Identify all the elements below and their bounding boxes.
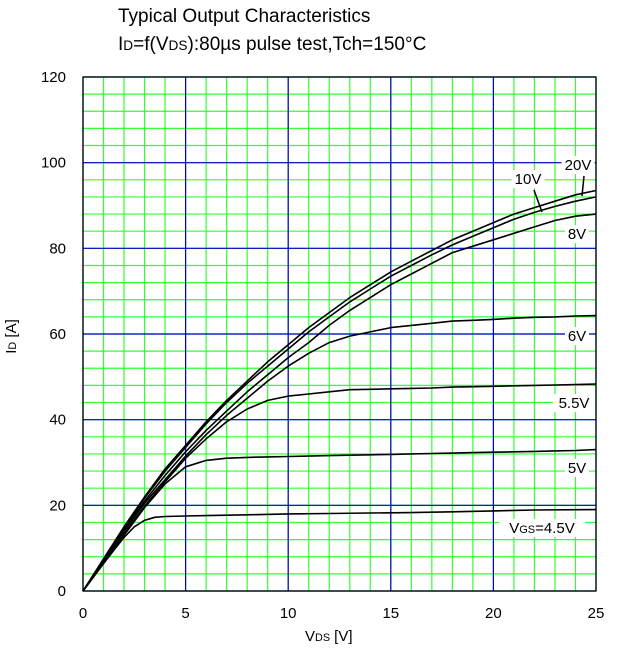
- subtitle-i-sub: D: [123, 38, 134, 53]
- x-axis-label-main: V: [305, 628, 316, 645]
- series-line-5.5v: [82, 383, 597, 592]
- x-tick-label: 20: [485, 605, 502, 622]
- subtitle-v-sub: DS: [168, 38, 188, 53]
- curve-label: 20V: [565, 157, 592, 174]
- subtitle-mid: =f(V: [133, 34, 169, 55]
- curve-label-bg: [499, 519, 585, 537]
- curve-label-leader: [533, 189, 543, 213]
- y-axis-label: ID [A]: [3, 319, 20, 354]
- curve-label-bg: [561, 156, 595, 174]
- x-axis-label: VDS [V]: [305, 628, 353, 645]
- curve-label: 5V: [568, 460, 586, 477]
- chart-title: Typical Output Characteristics: [118, 6, 371, 27]
- plot-frame: [82, 76, 597, 592]
- curve-label-bg: [553, 394, 595, 412]
- y-axis-label-main: I: [2, 349, 20, 354]
- y-axis-label-unit: [A]: [2, 319, 20, 342]
- curve-label-bg: [565, 459, 589, 477]
- x-tick-label: 15: [382, 605, 399, 622]
- series-line-5v: [82, 448, 597, 592]
- curve-label-bg: [565, 225, 589, 243]
- x-axis-label-unit: [V]: [330, 628, 353, 645]
- x-axis-label-sub: DS: [315, 632, 331, 644]
- curve-label-bg: [565, 327, 589, 345]
- curve-label-bg: [511, 170, 545, 188]
- series-line-10v: [82, 196, 597, 592]
- curve-label: 6V: [568, 328, 586, 345]
- y-tick-label: 0: [58, 583, 66, 600]
- chart-subtitle: ID=f(VDS):80µs pulse test,Tch=150°C: [118, 34, 426, 56]
- series-line-vgs-4.5v: [82, 508, 597, 592]
- x-tick-label: 5: [181, 605, 189, 622]
- x-tick-label: 0: [79, 605, 87, 622]
- y-axis-label-sub: D: [6, 341, 19, 350]
- curve-label: VGS=4.5V: [509, 520, 575, 537]
- y-tick-label: 80: [49, 240, 66, 257]
- y-tick-label: 40: [49, 412, 66, 429]
- curve-label: 10V: [515, 171, 542, 188]
- x-tick-label: 25: [588, 605, 605, 622]
- subtitle-i: I: [118, 34, 124, 55]
- y-tick-label: 60: [49, 326, 66, 343]
- series-line-20v: [82, 189, 597, 592]
- x-tick-label: 10: [280, 605, 297, 622]
- y-tick-label: 20: [49, 497, 66, 514]
- y-tick-label: 120: [41, 69, 66, 86]
- series-line-6v: [82, 314, 597, 592]
- subtitle-rest: ):80µs pulse test,Tch=150°C: [187, 34, 427, 55]
- curve-label: 5.5V: [559, 395, 590, 412]
- curve-label: 8V: [568, 226, 586, 243]
- series-line-8v: [82, 213, 597, 592]
- curve-label-leader: [581, 175, 585, 197]
- y-tick-label: 100: [41, 155, 66, 172]
